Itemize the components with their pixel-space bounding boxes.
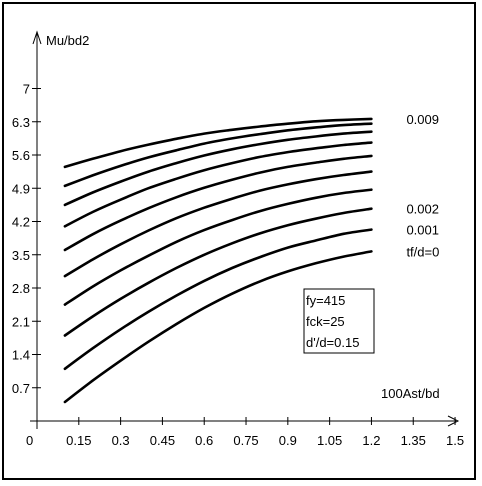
x-tick-label: 1.2 (362, 433, 380, 448)
curve-label: 0.009 (406, 112, 439, 127)
y-tick-label: 1.4 (12, 348, 30, 363)
curve-line (63, 154, 373, 252)
x-tick-label: 0.6 (195, 433, 213, 448)
x-tick-label: 0.45 (150, 433, 175, 448)
x-axis-title: 100Ast/bd (381, 386, 440, 401)
curve-line (63, 170, 373, 278)
y-axis-title: Mu/bd2 (46, 33, 89, 48)
curve-labels: 0.009 0.002 0.001 tf/d=0 (406, 112, 439, 260)
y-tick-label: 4.9 (12, 181, 30, 196)
x-tick-label: 0.75 (233, 433, 258, 448)
x-axis-arrow-icon (447, 415, 460, 427)
y-tick-label: 4.2 (12, 215, 30, 230)
x-tick-label: 1.35 (401, 433, 426, 448)
curve-label: 0.001 (406, 223, 439, 238)
curve-label: 0.002 (406, 202, 439, 217)
curve-line (63, 130, 373, 207)
curve-line (63, 207, 373, 337)
y-tick-label: 0.7 (12, 381, 30, 396)
x-tick-label: 0 (26, 433, 33, 448)
y-tick-label: 2.8 (12, 281, 30, 296)
x-ticks (78, 417, 456, 425)
y-tick-label: 2.1 (12, 314, 30, 329)
x-tick-label: 1.05 (317, 433, 342, 448)
y-ticks (32, 88, 41, 389)
x-tick-label: 0.15 (66, 433, 91, 448)
y-tick-label: 6.3 (12, 115, 30, 130)
curve-line (63, 117, 373, 169)
note-fy: fy=415 (306, 293, 345, 308)
note-ratio: d'/d=0.15 (306, 335, 359, 350)
curve-line (63, 188, 373, 306)
x-tick-label: 1.5 (446, 433, 464, 448)
y-tick-label: 7 (23, 82, 30, 97)
parameters-note-box (303, 288, 375, 354)
note-fck: fck=25 (306, 314, 345, 329)
curve-label: tf/d=0 (406, 244, 439, 259)
y-tick-labels: 0.7 1.4 2.1 2.8 3.5 4.2 4.9 5.6 6.3 7 (12, 82, 30, 396)
curve-line (63, 141, 373, 228)
y-tick-label: 3.5 (12, 248, 30, 263)
y-axis-arrow-icon (32, 30, 42, 45)
curve-line (63, 122, 373, 188)
curve-line (63, 250, 373, 404)
curve-line (63, 228, 373, 371)
x-tick-label: 0.9 (279, 433, 297, 448)
x-tick-label: 0.3 (112, 433, 130, 448)
parameters-note: fy=415 fck=25 d'/d=0.15 (303, 288, 375, 354)
y-tick-label: 5.6 (12, 148, 30, 163)
x-tick-labels: 0 0.15 0.3 0.45 0.6 0.75 0.9 1.05 1.2 1.35 1.5 (26, 433, 464, 448)
curves (63, 117, 373, 404)
axes (30, 30, 460, 429)
